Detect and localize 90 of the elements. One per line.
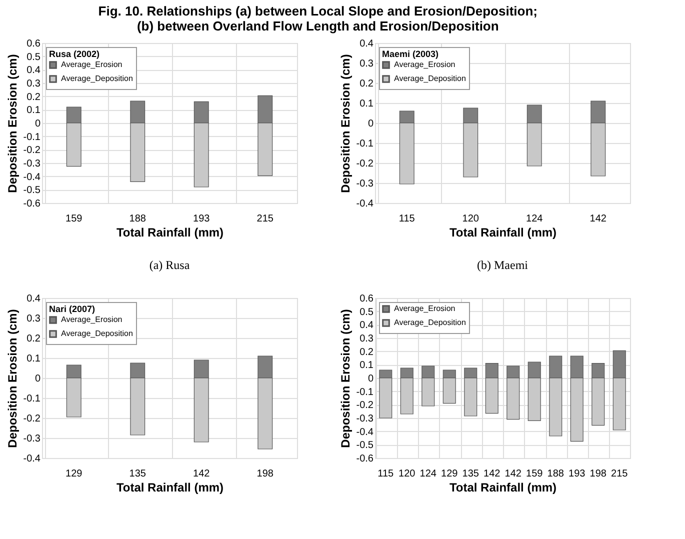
y-tick-label: -0.2 <box>356 158 374 170</box>
y-tick-label: 0 <box>368 118 374 130</box>
y-tick-label: 0.1 <box>360 98 374 110</box>
x-axis-title: Total Rainfall (mm) <box>116 480 224 494</box>
y-tick-label: -0.4 <box>23 454 41 464</box>
y-axis-title: Deposition Erosion (cm) <box>338 54 352 193</box>
y-tick-label: -0.4 <box>356 426 374 438</box>
x-tick-label: 159 <box>526 468 544 480</box>
x-tick-label: 124 <box>526 214 544 224</box>
x-tick-label: 129 <box>66 468 83 480</box>
y-tick-label: -0.3 <box>356 414 374 424</box>
y-tick-label: -0.2 <box>23 414 41 424</box>
y-tick-label: 0.2 <box>26 334 41 344</box>
x-tick-label: 120 <box>398 468 416 480</box>
x-tick-label: 215 <box>256 214 274 224</box>
x-tick-label: 193 <box>568 468 586 480</box>
chart-title: Fig. 10. Relationships (a) between Local Slope and Erosion/Deposition; (b) between Overland Flow Length and Erosion/Deposition <box>98 4 538 34</box>
legend-label: Average_Erosion <box>61 60 122 69</box>
legend-label: Average_Deposition <box>394 318 466 327</box>
legend-title: Maemi (2003) <box>382 49 439 59</box>
y-tick-label: 0.4 <box>360 38 374 50</box>
x-tick-label: 142 <box>193 468 210 480</box>
y-tick-label: 0.6 <box>26 38 41 50</box>
x-tick-label: 215 <box>611 468 628 480</box>
y-tick-label: -0.3 <box>23 158 41 170</box>
y-tick-label: 0.6 <box>360 294 374 304</box>
y-tick-label: 0 <box>34 118 41 130</box>
y-tick-label: 0.3 <box>26 78 41 90</box>
x-tick-label: 115 <box>398 214 416 224</box>
x-tick-label: 198 <box>256 468 274 480</box>
x-tick-label: 142 <box>484 468 501 480</box>
y-axis-title: Deposition Erosion (cm) <box>5 54 20 193</box>
y-tick-label: 0.4 <box>26 65 41 76</box>
y-tick-label: 0.3 <box>26 314 41 324</box>
y-tick-label: -0.5 <box>356 440 374 452</box>
y-tick-label: 0.3 <box>360 334 374 344</box>
x-tick-label: 124 <box>420 468 437 480</box>
y-tick-label: -0.2 <box>356 400 374 412</box>
y-tick-label: -0.4 <box>23 172 41 183</box>
y-tick-label: -0.6 <box>23 198 41 210</box>
y-tick-label: 0.5 <box>26 52 41 63</box>
y-tick-label: 0 <box>368 374 374 384</box>
x-tick-label: 159 <box>66 214 83 224</box>
x-tick-label: 193 <box>193 214 210 224</box>
y-tick-label: -0.2 <box>23 145 41 156</box>
x-tick-label: 129 <box>441 468 458 480</box>
legend-title: Rusa (2002) <box>49 49 100 59</box>
x-axis-title: Total Rainfall (mm) <box>116 226 224 240</box>
legend-label: Average_Erosion <box>394 304 456 313</box>
y-tick-label: -0.5 <box>23 185 41 196</box>
x-axis-title: Total Rainfall (mm) <box>449 226 557 240</box>
x-tick-label: 120 <box>462 214 480 224</box>
y-tick-label: 0.4 <box>26 294 41 304</box>
x-tick-label: 188 <box>547 468 564 480</box>
y-tick-label: 0.2 <box>26 92 41 103</box>
text: (a) Rusa <box>149 258 190 272</box>
y-tick-label: 0.1 <box>26 354 41 364</box>
legend-label: Average_Erosion <box>61 315 122 324</box>
y-tick-label: 0.2 <box>360 346 374 358</box>
y-tick-label: -0.1 <box>356 138 374 150</box>
x-tick-label: 188 <box>129 214 146 224</box>
y-tick-label: 0.3 <box>360 58 374 70</box>
y-axis-title: Deposition Erosion (cm) <box>338 309 352 448</box>
y-tick-label: 0.4 <box>360 320 374 332</box>
y-tick-label: 0.5 <box>360 306 374 318</box>
x-tick-label: 142 <box>590 214 607 224</box>
y-tick-label: -0.3 <box>356 178 374 190</box>
legend-label: Average_Deposition <box>61 74 133 83</box>
x-tick-label: 135 <box>462 468 480 480</box>
legend-label: Average_Deposition <box>394 74 466 83</box>
x-tick-label: 198 <box>590 468 607 480</box>
legend-title: Nari (2007) <box>49 304 96 314</box>
y-tick-label: -0.6 <box>356 454 374 464</box>
x-tick-label: 135 <box>129 468 146 480</box>
x-axis-title: Total Rainfall (mm) <box>449 480 557 494</box>
y-tick-label: -0.3 <box>23 434 41 444</box>
y-tick-label: -0.1 <box>23 394 41 404</box>
y-tick-label: -0.1 <box>356 386 374 398</box>
y-tick-label: 0.1 <box>360 360 374 372</box>
text: (b) Maemi <box>477 258 529 272</box>
y-tick-label: 0.1 <box>26 105 41 116</box>
x-tick-label: 115 <box>378 468 394 480</box>
y-axis-title: Deposition Erosion (cm) <box>5 309 20 448</box>
y-tick-label: 0.2 <box>360 78 374 90</box>
x-tick-label: 142 <box>504 468 522 480</box>
legend-label: Average_Erosion <box>394 60 456 69</box>
y-tick-label: 0 <box>34 374 41 384</box>
legend-label: Average_Deposition <box>61 329 133 338</box>
y-tick-label: -0.1 <box>23 132 41 143</box>
y-tick-label: -0.4 <box>356 198 374 210</box>
